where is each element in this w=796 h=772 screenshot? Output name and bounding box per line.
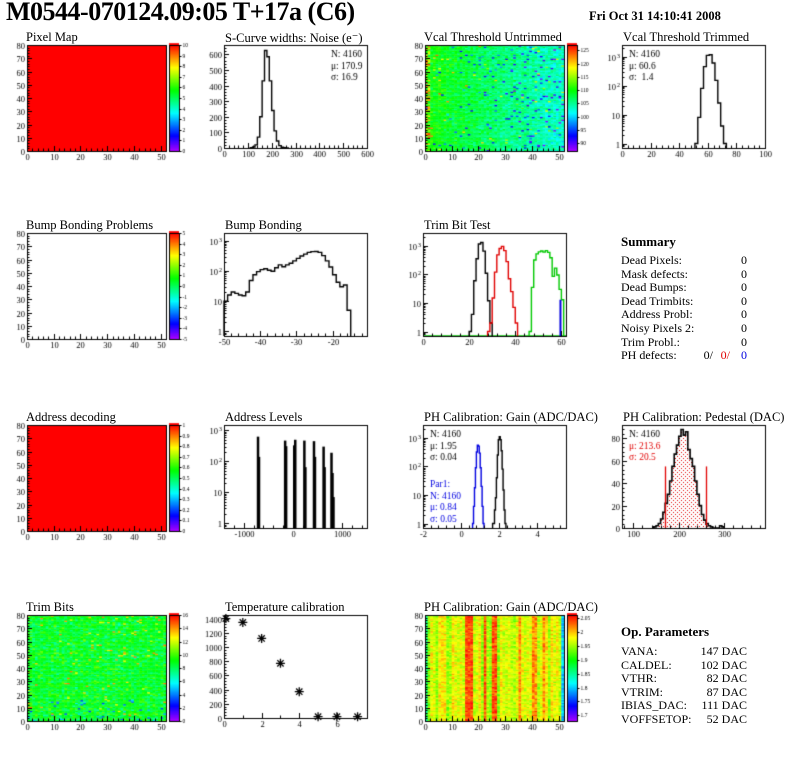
text-row: Mask defects: 0 [621, 266, 747, 282]
row-spacer [663, 686, 707, 700]
row-spacer [680, 336, 741, 350]
ph-pedestal-canvas [597, 420, 796, 570]
text-row: Trim Probl.: 0 [621, 334, 747, 350]
row-value: 102 DAC [700, 657, 747, 672]
row-label: VTHR: [621, 671, 657, 686]
row-spacer [693, 308, 741, 322]
panel-address-levels: Address Levels [199, 410, 398, 578]
text-row: VTHR: 82 DAC [621, 672, 747, 686]
op-parameters-rows: VANA: 147 DAC CALDEL: 102 DAC VTHR: 82 DAC VTR… [621, 644, 747, 727]
panel-bump-bonding: Bump Bonding [199, 218, 398, 386]
row-value: 82 DAC [706, 671, 747, 686]
panel-summary: Summary Dead Pixels: 0 Mask defects: 0 Dead … [597, 218, 796, 386]
panel-trimbit-test: Trim Bit Test [398, 218, 597, 386]
vcal-trimmed-canvas [597, 40, 796, 190]
row-label: Noisy Pixels 2: [621, 320, 695, 335]
row-label: PH defects: [621, 348, 677, 363]
row-label: IBIAS_DAC: [621, 698, 688, 713]
panel-ph-pedestal: PH Calibration: Pedestal (DAC) [597, 410, 796, 578]
row-label: Mask defects: [621, 266, 688, 281]
row-value: 0 [741, 320, 747, 335]
row-spacer [657, 645, 700, 659]
panel-pixel-map: Pixel Map [0, 30, 199, 198]
row-spacer [682, 254, 741, 268]
row-value: 0/ [720, 348, 730, 363]
address-levels-canvas [199, 420, 398, 570]
text-row: VOFFSETOP: 52 DAC [621, 711, 747, 727]
panel-scurve-noise: S-Curve widths: Noise (e⁻) [199, 30, 398, 198]
row-spacer [672, 659, 701, 673]
panel-op-parameters: Op. Parameters VANA: 147 DAC CALDEL: 102 DA… [597, 600, 796, 768]
text-row: Noisy Pixels 2: 0 [621, 320, 747, 336]
scurve-noise-canvas [199, 40, 398, 190]
row-value: 0 [741, 266, 747, 281]
pixel-map-canvas [0, 40, 199, 190]
row-value: 0 [741, 280, 747, 295]
panel-vcal-untrimmed: Vcal Threshold Untrimmed [398, 30, 597, 198]
panel-ph-gain-hist: PH Calibration: Gain (ADC/DAC) [398, 410, 598, 578]
text-row: CALDEL: 102 DAC [621, 657, 747, 673]
text-row: VTRIM: 87 DAC [621, 684, 747, 700]
ph-gain-map-canvas [398, 610, 597, 760]
panel-ph-gain-map: PH Calibration: Gain (ADC/DAC) [398, 600, 598, 768]
row-spacer [687, 281, 741, 295]
row-label: VANA: [621, 644, 658, 658]
row-value: 52 DAC [706, 711, 747, 726]
row-value: 0 [741, 348, 747, 363]
row-spacer [677, 349, 696, 363]
panel-temperature-cal: Temperature calibration [199, 600, 398, 768]
row-label: VTRIM: [621, 684, 663, 699]
op-parameters-title: Op. Parameters [621, 624, 710, 639]
text-row: Address Probl: 0 [621, 308, 747, 322]
panel-vcal-trimmed: Vcal Threshold Trimmed [597, 30, 796, 198]
row-spacer [691, 713, 706, 727]
address-decoding-canvas [0, 420, 199, 570]
text-row: Dead Trimbits: 0 [621, 293, 747, 309]
panel-bump-problems: Bump Bonding Problems [0, 218, 199, 386]
row-spacer [657, 672, 707, 686]
text-row: IBIAS_DAC: 111 DAC [621, 699, 747, 713]
text-row: Dead Pixels: 0 [621, 253, 747, 268]
row-label: Dead Trimbits: [621, 293, 694, 308]
temperature-cal-canvas [199, 610, 398, 760]
row-spacer [687, 699, 702, 713]
row-spacer [694, 322, 741, 336]
bump-problems-canvas [0, 228, 199, 378]
row-spacer [693, 295, 741, 309]
row-value: 87 DAC [706, 684, 747, 699]
page-title: M0544-070124.09:05 T+17a (C6) [6, 0, 355, 26]
row-value: 0/ [703, 348, 713, 363]
trim-bits-canvas [0, 610, 199, 760]
row-value: 0 [741, 253, 747, 267]
row-label: VOFFSETOP: [621, 711, 692, 726]
panel-trim-bits: Trim Bits [0, 600, 199, 768]
row-value: 147 DAC [700, 644, 747, 658]
panel-address-decoding: Address decoding [0, 410, 199, 578]
ph-gain-hist-canvas [398, 420, 597, 570]
row-label: Dead Bumps: [621, 280, 687, 295]
bump-bonding-canvas [199, 228, 398, 378]
row-label: Dead Pixels: [621, 253, 682, 267]
row-label: Trim Probl.: [621, 334, 680, 349]
row-value: 111 DAC [701, 698, 747, 713]
row-label: Address Probl: [621, 307, 693, 322]
report-datetime: Fri Oct 31 14:10:41 2008 [589, 9, 721, 23]
row-value: 0 [741, 307, 747, 322]
text-row: Dead Bumps: 0 [621, 281, 747, 295]
row-label: CALDEL: [621, 657, 672, 672]
summary-title: Summary [621, 234, 676, 249]
vcal-untrimmed-canvas [398, 40, 597, 190]
trimbit-test-canvas [398, 228, 597, 378]
row-value: 0 [741, 293, 747, 308]
row-spacer [688, 268, 741, 282]
row-value: 0 [741, 334, 747, 349]
text-row: PH defects: 0/0/0 [621, 349, 747, 363]
summary-rows: Dead Pixels: 0 Mask defects: 0 Dead Bumps: 0 D… [621, 253, 747, 363]
text-row: VANA: 147 DAC [621, 644, 747, 659]
